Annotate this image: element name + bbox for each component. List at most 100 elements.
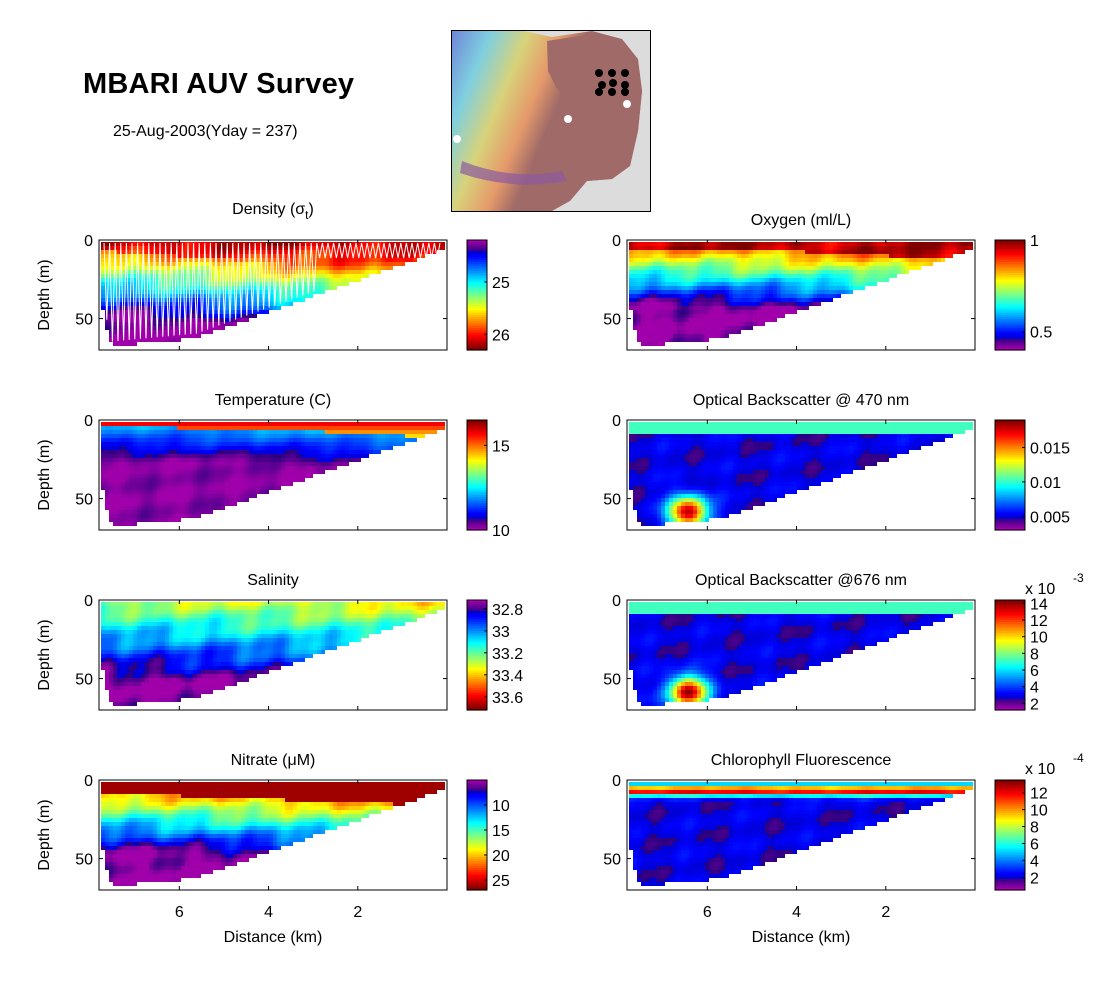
heatmap-cell: [209, 426, 213, 430]
heatmap-cell: [865, 254, 869, 258]
heatmap-cell: [649, 302, 653, 306]
heatmap-cell: [273, 450, 277, 454]
heatmap-cell: [937, 242, 941, 246]
heatmap-cell: [749, 246, 753, 250]
heatmap-cell: [641, 306, 645, 310]
heatmap-cell: [293, 462, 297, 466]
heatmap-cell: [165, 438, 169, 442]
heatmap-cell: [321, 466, 325, 470]
heatmap-cell: [857, 278, 861, 282]
heatmap-cell: [693, 474, 697, 478]
heatmap-cell: [677, 474, 681, 478]
heatmap-cell: [673, 422, 677, 426]
heatmap-cell: [125, 426, 129, 430]
heatmap-cell: [201, 270, 205, 274]
heatmap-cell: [637, 470, 641, 474]
heatmap-cell: [249, 262, 253, 266]
heatmap-cell: [669, 434, 673, 438]
heatmap-cell: [737, 250, 741, 254]
heatmap-cell: [713, 434, 717, 438]
heatmap-cell: [169, 278, 173, 282]
heatmap-cell: [157, 438, 161, 442]
heatmap-cell: [873, 270, 877, 274]
heatmap-cell: [337, 262, 341, 266]
heatmap-cell: [317, 258, 321, 262]
heatmap-cell: [665, 498, 669, 502]
heatmap-cell: [241, 250, 245, 254]
heatmap-cell: [341, 270, 345, 274]
heatmap-cell: [649, 322, 653, 326]
heatmap-cell: [757, 322, 761, 326]
heatmap-cell: [709, 470, 713, 474]
heatmap-cell: [101, 458, 105, 462]
heatmap-cell: [801, 278, 805, 282]
heatmap-cell: [165, 462, 169, 466]
heatmap-cell: [689, 442, 693, 446]
heatmap-cell: [709, 246, 713, 250]
heatmap-cell: [893, 270, 897, 274]
heatmap-cell: [713, 266, 717, 270]
heatmap-cell: [121, 290, 125, 294]
heatmap-cell: [937, 246, 941, 250]
heatmap-cell: [857, 274, 861, 278]
heatmap-cell: [793, 302, 797, 306]
heatmap-cell: [309, 286, 313, 290]
heatmap-cell: [121, 458, 125, 462]
heatmap-cell: [637, 502, 641, 506]
heatmap-cell: [173, 478, 177, 482]
heatmap-cell: [693, 330, 697, 334]
colorbar-segment: [467, 428, 487, 432]
heatmap-cell: [641, 478, 645, 482]
heatmap-cell: [969, 246, 973, 250]
heatmap-cell: [781, 310, 785, 314]
heatmap-cell: [729, 258, 733, 262]
heatmap-cell: [129, 438, 133, 442]
heatmap-cell: [909, 262, 913, 266]
heatmap-cell: [173, 466, 177, 470]
heatmap-cell: [629, 430, 633, 434]
heatmap-cell: [125, 442, 129, 446]
heatmap-cell: [125, 446, 129, 450]
heatmap-cell: [661, 466, 665, 470]
colorbar-segment: [467, 332, 487, 336]
heatmap-cell: [805, 306, 809, 310]
heatmap-cell: [229, 454, 233, 458]
heatmap-cell: [729, 318, 733, 322]
heatmap-cell: [801, 262, 805, 266]
heatmap-cell: [929, 242, 933, 246]
heatmap-cell: [749, 282, 753, 286]
y-axis-label: Depth (m): [36, 439, 53, 510]
heatmap-cell: [825, 266, 829, 270]
heatmap-cell: [149, 258, 153, 262]
heatmap-cell: [121, 266, 125, 270]
heatmap-cell: [709, 294, 713, 298]
heatmap-cell: [137, 434, 141, 438]
heatmap-cell: [677, 338, 681, 342]
heatmap-cell: [293, 278, 297, 282]
heatmap-cell: [721, 422, 725, 426]
heatmap-cell: [705, 442, 709, 446]
heatmap-cell: [137, 498, 141, 502]
heatmap-cell: [257, 450, 261, 454]
heatmap-cell: [629, 302, 633, 306]
heatmap-cell: [249, 458, 253, 462]
heatmap-cell: [349, 434, 353, 438]
heatmap-cell: [669, 338, 673, 342]
heatmap-cell: [225, 490, 229, 494]
heatmap-cell: [661, 290, 665, 294]
heatmap-cell: [205, 494, 209, 498]
heatmap-cell: [837, 294, 841, 298]
heatmap-cell: [221, 246, 225, 250]
heatmap-cell: [705, 286, 709, 290]
heatmap-cell: [193, 270, 197, 274]
heatmap-cell: [685, 514, 689, 518]
heatmap-cell: [157, 470, 161, 474]
heatmap-cell: [789, 262, 793, 266]
heatmap-cell: [121, 442, 125, 446]
heatmap-cell: [721, 250, 725, 254]
heatmap-cell: [745, 326, 749, 330]
heatmap-cell: [761, 278, 765, 282]
heatmap-cell: [185, 514, 189, 518]
heatmap-cell: [717, 506, 721, 510]
heatmap-cell: [833, 258, 837, 262]
